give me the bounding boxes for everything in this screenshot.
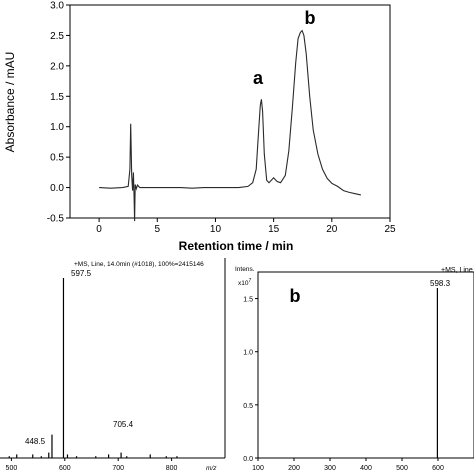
x-tick-label: 10 [210, 224, 222, 235]
chromatogram-x-ticks: 0 5 10 15 20 25 [96, 218, 396, 235]
ms-right-x-tick-label: 100 [252, 465, 264, 472]
y-tick-label: -0.5 [47, 214, 65, 225]
peak-label-b: b [305, 8, 316, 28]
ms-left-peak-label-705: 705.4 [113, 420, 134, 429]
ms-right-y-ticks: 0.0 0.5 1.0 1.5 [243, 297, 258, 463]
y-tick-label: 3.0 [50, 1, 64, 12]
ms-left-peak-label-448: 448.5 [25, 437, 46, 446]
mass-spectrum-left-panel: +MS, Line, 14.0min (#1018), 100%=2415146… [0, 258, 226, 472]
chromatogram-panel: -0.5 0.0 0.5 1.0 1.5 2.0 2.5 3.0 0 5 10 15 20 25 a b… [3, 1, 396, 254]
y-tick-label: 1.0 [50, 122, 64, 133]
peak-label-a: a [253, 68, 264, 88]
ms-right-y-exponent: x107 [238, 278, 251, 287]
ms-right-y-tick-label: 0.5 [243, 403, 253, 410]
y-tick-label: 2.5 [50, 31, 64, 42]
ms-right-x-tick-label: 200 [288, 465, 300, 472]
ms-left-x-tick-label: 700 [112, 465, 124, 472]
ms-left-peaks [8, 278, 178, 458]
ms-right-x-tick-label: 300 [324, 465, 336, 472]
ms-left-header: +MS, Line, 14.0min (#1018), 100%=2415146 [74, 261, 204, 268]
chromatogram-plot-frame [69, 4, 391, 219]
ms-left-x-tick-label: 500 [6, 465, 18, 472]
ms-right-x-ticks: 100 200 300 400 500 600 [252, 458, 444, 472]
ms-left-x-tick-label: 600 [59, 465, 71, 472]
y-tick-label: 1.5 [50, 92, 64, 103]
chromatogram-trace [99, 29, 362, 222]
y-tick-label: 0.5 [50, 153, 64, 164]
x-axis-label: Retention time / min [179, 239, 294, 253]
ms-right-header: +MS, Line [441, 267, 473, 274]
y-tick-label: 2.0 [50, 61, 64, 72]
mass-spectrum-right-panel: Intens. x107 +MS, Line b 0.0 0.5 1.0 1.5 10… [235, 266, 474, 472]
x-tick-label: 25 [384, 224, 396, 235]
y-axis-label: Absorbance / mAU [3, 52, 17, 153]
ms-right-x-tick-label: 600 [432, 465, 444, 472]
ms-right-x-tick-label: 400 [360, 465, 372, 472]
x-tick-label: 20 [326, 224, 338, 235]
ms-right-y-tick-label: 1.5 [243, 297, 253, 304]
x-tick-label: 5 [154, 224, 160, 235]
ms-right-panel-label: b [290, 286, 301, 306]
ms-right-y-tick-label: 1.0 [243, 350, 253, 357]
x-tick-label: 15 [268, 224, 280, 235]
ms-left-x-tick-label: 800 [166, 465, 178, 472]
ms-right-y-tick-label: 0.0 [243, 456, 253, 463]
ms-left-x-unit: m/z [206, 465, 217, 472]
ms-left-x-ticks: 400500600700800 [6, 458, 178, 472]
y-tick-label: 0.0 [50, 183, 64, 194]
ms-right-x-tick-label: 500 [396, 465, 408, 472]
ms-left-peak-label-597: 597.5 [71, 269, 92, 278]
ms-right-intensity-title: Intens. [235, 266, 255, 273]
x-tick-label: 0 [96, 224, 102, 235]
ms-right-peak-label-598: 598.3 [430, 279, 451, 288]
chromatogram-y-ticks: -0.5 0.0 0.5 1.0 1.5 2.0 2.5 3.0 [47, 1, 70, 225]
